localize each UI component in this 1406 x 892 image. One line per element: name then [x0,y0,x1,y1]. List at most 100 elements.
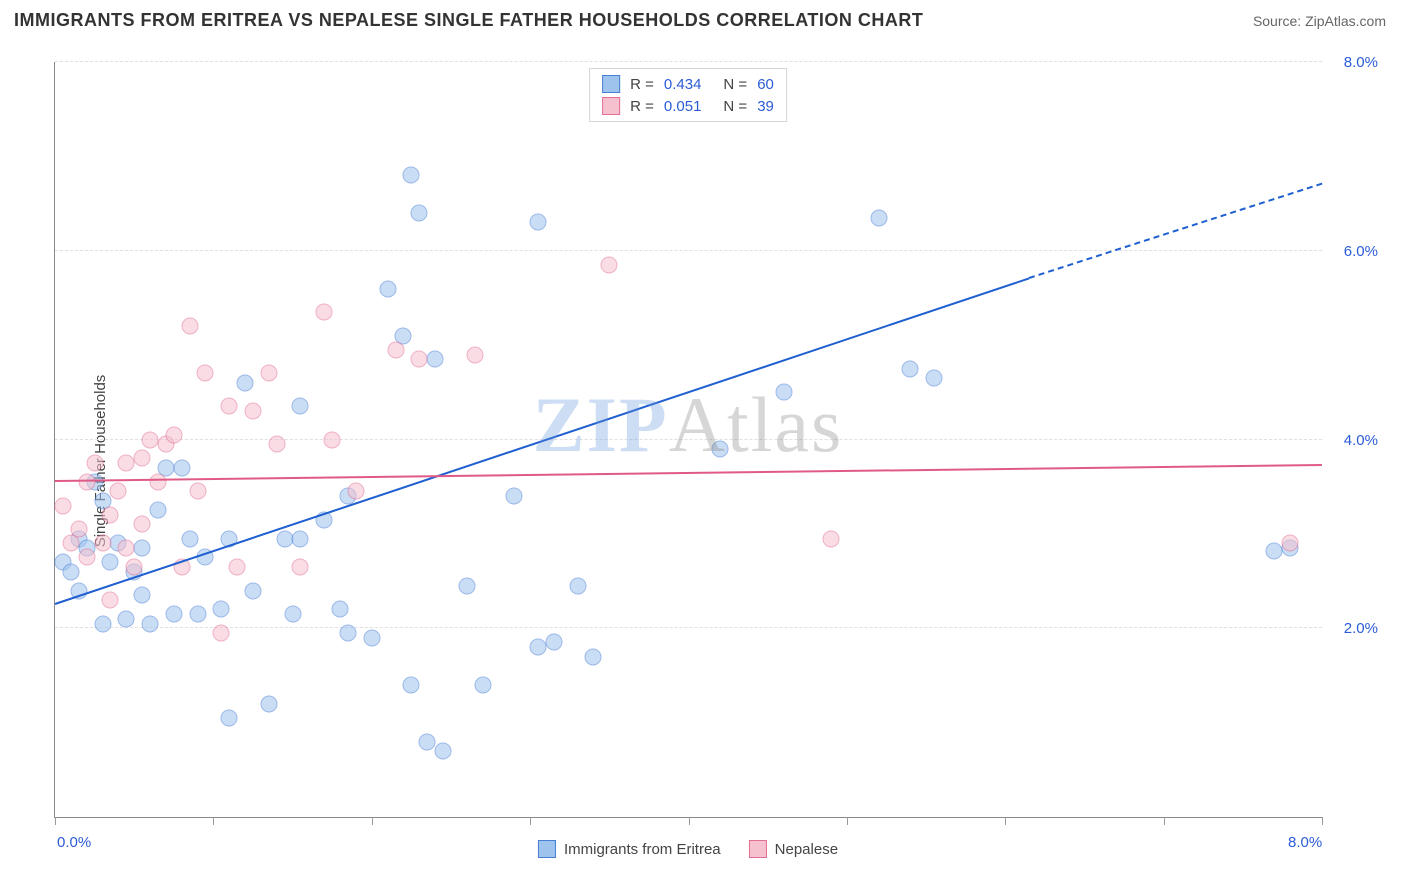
data-point-eritrea [339,624,356,641]
data-point-eritrea [181,530,198,547]
data-point-eritrea [419,733,436,750]
correlation-legend: R = 0.434 N = 60 R = 0.051 N = 39 [589,68,787,122]
data-point-eritrea [585,648,602,665]
legend-item-nepalese: Nepalese [749,840,838,858]
data-point-nepalese [229,558,246,575]
legend-r-label: R = [630,76,654,93]
y-tick-label: 4.0% [1344,432,1378,449]
data-point-eritrea [292,530,309,547]
data-point-eritrea [427,351,444,368]
legend-item-eritrea: Immigrants from Eritrea [538,840,721,858]
data-point-nepalese [189,483,206,500]
x-tick [1322,817,1323,825]
legend-row-eritrea: R = 0.434 N = 60 [602,73,774,95]
data-point-eritrea [276,530,293,547]
x-tick [213,817,214,825]
legend-swatch [749,840,767,858]
data-point-nepalese [244,403,261,420]
data-point-nepalese [165,426,182,443]
data-point-nepalese [118,455,135,472]
data-point-eritrea [165,606,182,623]
data-point-eritrea [925,370,942,387]
x-tick [847,817,848,825]
data-point-eritrea [237,374,254,391]
data-point-eritrea [775,384,792,401]
data-point-eritrea [260,695,277,712]
legend-r-value: 0.051 [664,98,702,115]
data-point-eritrea [403,676,420,693]
source-label: Source: [1253,13,1301,29]
data-point-eritrea [284,606,301,623]
data-point-nepalese [411,351,428,368]
y-tick-label: 2.0% [1344,620,1378,637]
data-point-eritrea [189,606,206,623]
legend-n-label: N = [723,98,747,115]
x-tick-label: 8.0% [1288,834,1322,851]
x-tick [1164,817,1165,825]
data-point-nepalese [466,346,483,363]
data-point-eritrea [94,615,111,632]
data-point-eritrea [244,582,261,599]
x-tick [1005,817,1006,825]
data-point-eritrea [118,610,135,627]
data-point-nepalese [601,256,618,273]
data-point-nepalese [126,558,143,575]
legend-n-value: 60 [757,76,774,93]
data-point-eritrea [213,601,230,618]
data-point-eritrea [142,615,159,632]
source-name: ZipAtlas.com [1305,13,1386,29]
legend-r-value: 0.434 [664,76,702,93]
data-point-nepalese [134,516,151,533]
data-point-nepalese [387,341,404,358]
data-point-eritrea [62,563,79,580]
data-point-eritrea [712,440,729,457]
data-point-nepalese [213,624,230,641]
x-tick [55,817,56,825]
data-point-nepalese [823,530,840,547]
data-point-eritrea [221,709,238,726]
data-point-eritrea [379,280,396,297]
x-tick [530,817,531,825]
data-point-eritrea [134,540,151,557]
data-point-nepalese [78,473,95,490]
data-point-eritrea [545,634,562,651]
legend-r-label: R = [630,98,654,115]
data-point-nepalese [110,483,127,500]
legend-label: Immigrants from Eritrea [564,841,721,858]
trend-line [55,277,1030,604]
data-point-nepalese [221,398,238,415]
data-point-eritrea [870,209,887,226]
data-point-nepalese [118,540,135,557]
legend-row-nepalese: R = 0.051 N = 39 [602,95,774,117]
x-tick-label: 0.0% [57,834,91,851]
data-point-eritrea [569,577,586,594]
series-legend: Immigrants from Eritrea Nepalese [538,840,838,858]
data-point-eritrea [458,577,475,594]
data-point-nepalese [149,473,166,490]
data-point-eritrea [506,488,523,505]
data-point-nepalese [347,483,364,500]
gridline [55,627,1322,628]
legend-swatch [602,97,620,115]
data-point-eritrea [102,554,119,571]
data-point-eritrea [411,205,428,222]
data-point-eritrea [474,676,491,693]
source-attribution: Source: ZipAtlas.com [1253,13,1386,29]
data-point-nepalese [102,507,119,524]
legend-swatch [538,840,556,858]
gridline [55,250,1322,251]
legend-n-value: 39 [757,98,774,115]
data-point-eritrea [902,360,919,377]
legend-n-label: N = [723,76,747,93]
data-point-eritrea [530,214,547,231]
trend-line [1029,183,1323,279]
gridline [55,61,1322,62]
trend-line [55,464,1322,482]
x-tick [372,817,373,825]
data-point-nepalese [1282,535,1299,552]
data-point-eritrea [332,601,349,618]
chart-title: IMMIGRANTS FROM ERITREA VS NEPALESE SING… [14,10,923,31]
legend-swatch [602,75,620,93]
data-point-eritrea [149,502,166,519]
gridline [55,439,1322,440]
